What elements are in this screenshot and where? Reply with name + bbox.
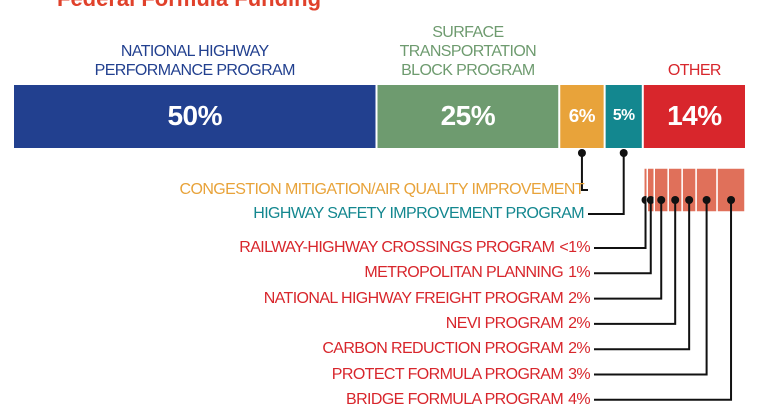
bar-segment (14, 85, 376, 148)
value-label: 50% (167, 99, 223, 131)
leader-dot (577, 149, 586, 157)
leader-dot (657, 196, 666, 204)
breakdown-value: 2% (568, 340, 591, 358)
leader-line (594, 200, 708, 376)
breakdown-value: <1% (559, 239, 590, 256)
value-label: 25% (440, 99, 496, 131)
breakdown-name: NEVI PROGRAM (445, 314, 564, 332)
segment-label: NATIONAL HIGHWAY PERFORMANCE PROGRAM (94, 43, 296, 79)
breakdown-label: BRIDGE FORMULA PROGRAM 4% (346, 390, 591, 409)
value-label: 14% (667, 99, 722, 131)
breakdown-value: 1% (568, 264, 591, 282)
breakdown-label: RAILWAY-HIGHWAY CROSSINGS PROGRAM <1% (239, 238, 590, 257)
leader-dot (619, 149, 628, 157)
breakdown-value: 4% (568, 390, 591, 408)
breakdown-label: NEVI PROGRAM 2% (445, 314, 591, 333)
segment-label: OTHER (667, 62, 722, 79)
breakdown-name: PROTECT FORMULA PROGRAM (331, 365, 564, 383)
value-label: 6% (568, 105, 596, 127)
breakdown-value: 3% (568, 365, 591, 383)
leader-line (594, 200, 647, 249)
leader-line (588, 153, 625, 215)
leader-line (580, 153, 588, 191)
breakdown-value: 2% (568, 314, 591, 332)
breakdown-name: BRIDGE FORMULA PROGRAM (346, 390, 564, 408)
leader-dot (671, 196, 680, 204)
bar-segment (605, 85, 642, 148)
value-label: 5% (612, 107, 635, 125)
leader-line (594, 200, 652, 275)
chart-title: Federal Formula Funding (57, 0, 321, 12)
leader-dot (646, 196, 655, 204)
leader-line (594, 200, 733, 401)
segment-label: SURFACE TRANSPORTATION BLOCK PROGRAM (399, 24, 537, 79)
breakdown-name: NATIONAL HIGHWAY FREIGHT PROGRAM (263, 289, 564, 307)
bar-segment (643, 85, 745, 148)
leader-line (594, 200, 691, 351)
leader-line (594, 200, 677, 325)
leader-dot (727, 196, 736, 204)
leader-dot (685, 196, 694, 204)
breakdown-label: NATIONAL HIGHWAY FREIGHT PROGRAM 2% (263, 289, 591, 308)
segment-label: CONGESTION MITIGATION/AIR QUALITY IMPROV… (179, 181, 585, 198)
bar-segment (377, 85, 559, 148)
leader-dot (702, 196, 711, 204)
breakdown-name: METROPOLITAN PLANNING (364, 264, 564, 282)
breakdown-label: PROTECT FORMULA PROGRAM 3% (331, 365, 591, 384)
bar-segment (560, 85, 604, 148)
breakdown-label: CARBON REDUCTION PROGRAM 2% (322, 339, 590, 358)
breakdown-name: CARBON REDUCTION PROGRAM (322, 340, 564, 358)
breakdown-value: 2% (568, 289, 591, 307)
segment-label: HIGHWAY SAFETY IMPROVEMENT PROGRAM (253, 205, 584, 222)
breakdown-name: RAILWAY-HIGHWAY CROSSINGS PROGRAM (239, 239, 555, 256)
leader-line (594, 200, 663, 300)
breakdown-label: METROPOLITAN PLANNING 1% (364, 263, 590, 282)
